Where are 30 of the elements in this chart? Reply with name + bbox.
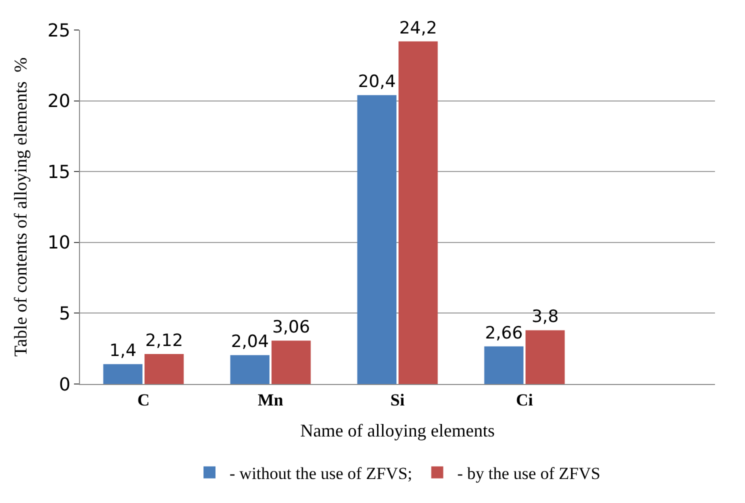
data-label: 3,06 (272, 318, 310, 338)
data-label: 24,2 (399, 18, 438, 38)
x-tick-label: Si (390, 390, 405, 410)
data-label: 3,8 (532, 307, 559, 328)
bar (144, 354, 184, 384)
x-tick-label: Ci (516, 390, 534, 410)
bar (272, 340, 311, 384)
legend-label: - without the use of ZFVS; (230, 464, 412, 483)
y-tick-label: 25 (47, 20, 70, 42)
y-tick-label: 15 (47, 162, 70, 183)
data-label: 1,4 (109, 341, 136, 362)
bar (230, 355, 270, 384)
bar (526, 330, 565, 384)
data-label: 20,4 (358, 72, 396, 92)
bar (357, 95, 396, 384)
bar (103, 364, 142, 384)
x-axis-title: Name of alloying elements (300, 420, 495, 440)
x-tick-label: Mn (258, 390, 284, 410)
data-label: 2,66 (484, 323, 523, 344)
y-tick-label: 20 (47, 91, 70, 112)
y-axis-title: Table of contents of alloying elements % (10, 57, 31, 357)
y-tick-label: 10 (47, 232, 70, 254)
legend-label: - by the use of ZFVS (457, 464, 600, 483)
y-tick-label: 0 (58, 374, 70, 396)
x-tick-label: C (137, 390, 150, 410)
data-label: 2,04 (230, 332, 269, 352)
y-tick-label: 5 (58, 304, 70, 324)
bar (398, 41, 438, 384)
data-label: 2,12 (145, 330, 184, 351)
bar (484, 346, 524, 384)
